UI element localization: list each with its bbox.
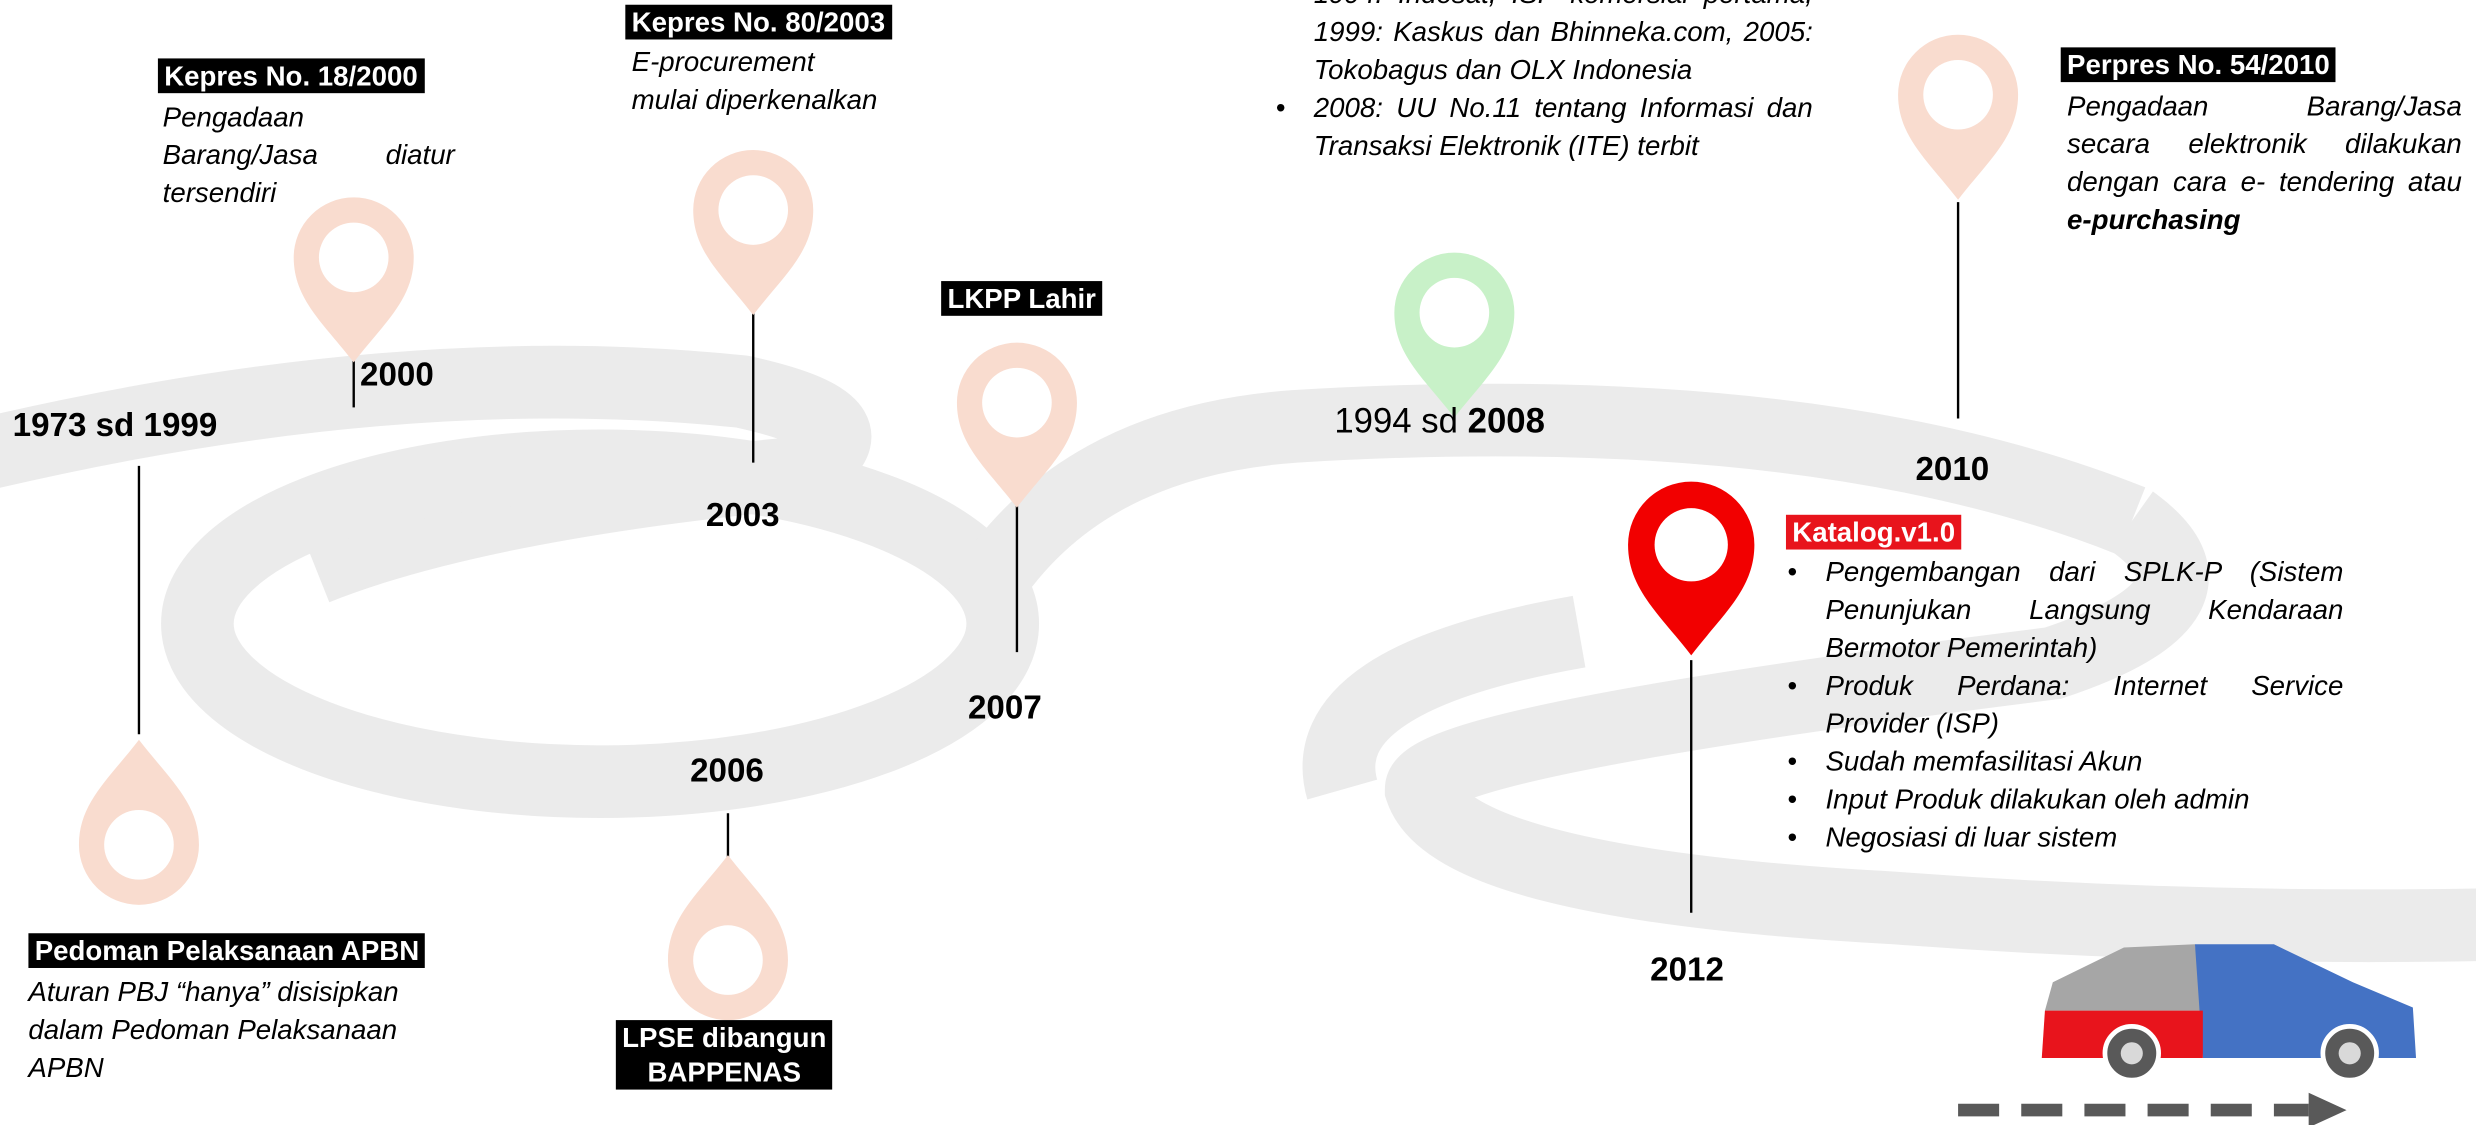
- description-text: Pengadaan Barang/Jasa secara elektronik …: [2067, 90, 2462, 197]
- event-description: E-procurement mulai diperkenalkan: [632, 43, 878, 119]
- map-pin-hole: [982, 368, 1052, 438]
- description-emphasis: e-purchasing: [2067, 204, 2241, 236]
- timeline: 1973 sd 1999 Pedoman Pelaksanaan APBN At…: [0, 0, 2476, 1125]
- year: 1973 sd 1999: [13, 407, 218, 445]
- bullet: Sudah memfasilitasi Akun: [1788, 742, 2344, 780]
- event-title: Kepres No. 80/2003: [625, 5, 891, 40]
- bullet: Negosiasi di luar sistem: [1788, 818, 2344, 856]
- event-title: Katalog.v1.0: [1786, 515, 1961, 550]
- event-description: Pengadaan Barang/Jasa diatur tersendiri: [163, 98, 455, 212]
- map-pin-hole: [693, 925, 763, 995]
- map-pin-hole: [1923, 60, 1993, 130]
- bullet: Input Produk dilakukan oleh admin: [1788, 780, 2344, 818]
- map-pin-hole: [1655, 508, 1728, 581]
- event-bullets: Pengembangan dari SPLK-P (Sistem Penunju…: [1788, 553, 2344, 856]
- event-title: Perpres No. 54/2010: [2061, 47, 2336, 82]
- year: 2012: [1650, 952, 1724, 990]
- year: 2006: [690, 753, 764, 791]
- bullet: 2008: UU No.11 tentang Informasi dan Tra…: [1276, 88, 1813, 164]
- event-title: Kepres No. 18/2000: [158, 58, 424, 93]
- map-pin-hole: [104, 810, 174, 880]
- event-description: Pengadaan Barang/Jasa secara elektronik …: [2067, 87, 2462, 239]
- bullet: Pengembangan dari SPLK-P (Sistem Penunju…: [1788, 553, 2344, 667]
- event-bullets: 1994: Indosat, ISP komersial pertama, 19…: [1276, 0, 1813, 164]
- bullet: Produk Perdana: Internet Service Provide…: [1788, 666, 2344, 742]
- car-icon: [1958, 944, 2416, 1125]
- map-pin-hole: [718, 175, 788, 245]
- year: 2003: [706, 497, 780, 535]
- year-prefix: 1994 sd: [1334, 401, 1458, 440]
- bullet: 1994: Indosat, ISP komersial pertama, 19…: [1276, 0, 1813, 88]
- year: 2010: [1915, 452, 1989, 490]
- event-title: LKPP Lahir: [941, 281, 1102, 316]
- year-value: 2008: [1468, 401, 1545, 440]
- event-title: LPSE dibangun BAPPENAS: [616, 1020, 833, 1089]
- event-description: Aturan PBJ “hanya” disisipkan dalam Pedo…: [28, 973, 462, 1087]
- map-pin-hole: [1420, 278, 1490, 348]
- event-title: Pedoman Pelaksanaan APBN: [28, 933, 425, 968]
- year: 1994 sd 2008: [1334, 401, 1545, 442]
- map-pin-hole: [319, 223, 389, 293]
- year: 2000: [360, 357, 434, 395]
- year: 2007: [968, 690, 1042, 728]
